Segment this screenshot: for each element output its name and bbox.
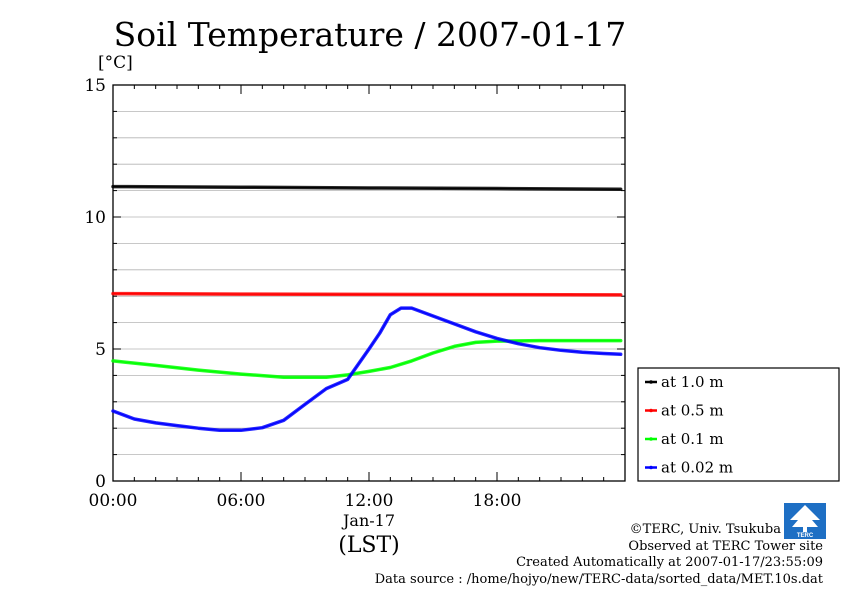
- credit-copyright: ©TERC, Univ. Tsukuba: [630, 522, 782, 537]
- x-axis: 00:00 06:00 12:00 18:00: [89, 85, 626, 511]
- plot-frame: [112, 84, 626, 482]
- x-tick-label: 00:00: [89, 491, 138, 511]
- legend: at 1.0 m at 0.5 m at 0.1 m at 0.02 m: [637, 367, 840, 482]
- credit-created: Created Automatically at 2007-01-17/23:5…: [516, 555, 823, 570]
- y-tick-label: 0: [95, 472, 106, 492]
- y-tick-label: 10: [84, 208, 106, 228]
- legend-box: [637, 367, 840, 482]
- series-line-core-at-0-02-m: [112, 307, 621, 431]
- legend-label: at 0.02 m: [661, 459, 733, 477]
- y-tick-label: 15: [84, 76, 106, 96]
- x-tick-label: 12:00: [345, 491, 394, 511]
- legend-marker: [649, 408, 653, 413]
- terc-logo: TERC: [784, 503, 826, 539]
- credit-observed: Observed at TERC Tower site: [628, 539, 823, 554]
- logo-text: TERC: [797, 533, 814, 539]
- x-tick-label: 18:00: [473, 491, 522, 511]
- x-axis-timezone-label: (LST): [338, 533, 400, 558]
- legend-marker: [649, 437, 653, 441]
- legend-marker: [649, 380, 653, 384]
- y-axis-label: [°C]: [98, 53, 133, 73]
- y-tick-label: 5: [95, 340, 106, 360]
- legend-label: at 0.1 m: [661, 430, 724, 448]
- logo-trunk: [803, 526, 807, 532]
- chart-title: Soil Temperature / 2007-01-17: [114, 15, 627, 54]
- x-axis-date-label: Jan-17: [341, 511, 395, 530]
- y-axis: 0 5 10 15: [84, 76, 625, 492]
- x-tick-label: 06:00: [217, 491, 266, 511]
- grid-lines: [113, 111, 625, 456]
- logo-tree-shape: [790, 505, 820, 527]
- credit-source: Data source : /home/hojyo/new/TERC-data/…: [375, 572, 824, 587]
- series-line-core-at-0-5-m: [112, 293, 621, 296]
- series-group: [111, 184, 623, 433]
- legend-marker: [649, 465, 653, 470]
- legend-label: at 0.5 m: [661, 402, 724, 420]
- series-line-core-at-0-1-m: [112, 340, 621, 378]
- series-line-core-at-1-0-m: [112, 186, 621, 190]
- legend-label: at 1.0 m: [661, 373, 724, 391]
